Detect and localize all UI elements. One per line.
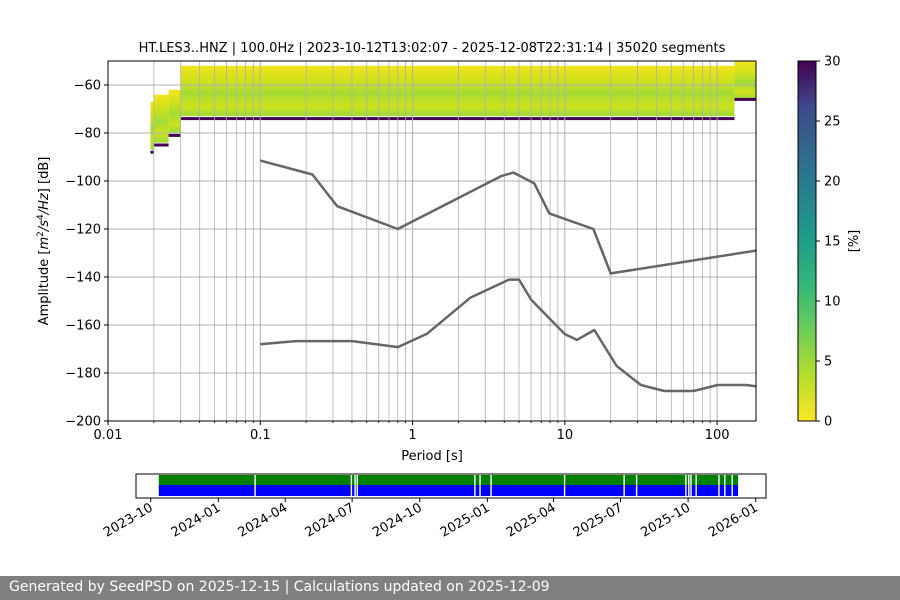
timeline-tick-label: 2025-07 — [571, 500, 626, 540]
timeline-gap — [354, 475, 356, 497]
timeline-ticks: 2023-10 2024-01 2024-04 2024-07 2024-10 2025-… — [101, 498, 761, 541]
timeline-gap — [690, 475, 692, 497]
timeline-gap — [623, 475, 625, 497]
chart-title: HT.LES3..HNZ | 100.0Hz | 2023-10-12T13:0… — [139, 41, 726, 56]
timeline-gap — [350, 475, 353, 497]
timeline-gap — [490, 475, 492, 497]
timeline-gap — [356, 475, 358, 497]
timeline-gap — [731, 475, 733, 497]
y-tick-label: −160 — [65, 319, 101, 334]
y-tick-label: −140 — [65, 271, 101, 286]
y-axis-ticks: −60 −80 −100 −120 −140 −160 −180 −200 — [65, 79, 108, 430]
x-tick-label: 0.1 — [250, 428, 271, 443]
colorbar: 0 5 10 15 20 25 30 [%] — [797, 55, 862, 430]
timeline-tick-label: 2024-04 — [236, 500, 291, 540]
psd-density-edge — [153, 143, 169, 147]
noise-model-layer — [259, 159, 756, 393]
data-availability-timeline: 2023-10 2024-01 2024-04 2024-07 2024-10 2025-… — [101, 473, 767, 541]
psd-density-edge — [168, 133, 181, 137]
colorbar-tick-label: 25 — [824, 115, 841, 130]
timeline-tick-label: 2023-10 — [101, 500, 156, 540]
timeline-bars — [158, 475, 739, 496]
psd-density-edge — [180, 117, 735, 121]
psd-density-edge — [734, 97, 756, 101]
x-tick-label: 100 — [705, 428, 730, 443]
timeline-tick-label: 2025-10 — [639, 500, 694, 540]
timeline-tick-label: 2026-01 — [706, 500, 761, 540]
psd-density-band — [180, 65, 735, 117]
y-tick-label: −180 — [65, 367, 101, 382]
footer-text: Generated by SeedPSD on 2025-12-15 | Cal… — [9, 579, 550, 595]
timeline-gap — [479, 475, 481, 497]
y-tick-label: −80 — [74, 127, 101, 142]
x-tick-label: 0.01 — [94, 428, 123, 443]
timeline-tick-label: 2025-01 — [438, 500, 493, 540]
colorbar-label: [%] — [847, 230, 862, 253]
colorbar-tick-label: 10 — [824, 295, 841, 310]
timeline-gap — [718, 475, 720, 497]
timeline-tick-label: 2024-10 — [370, 500, 425, 540]
plot-background — [108, 61, 756, 421]
colorbar-tick-label: 0 — [824, 415, 832, 430]
colorbar-tick-label: 20 — [824, 175, 841, 190]
psd-figure: 0.01 0.1 1 10 100 −60−80−100−120−140−160−180… — [36, 41, 862, 541]
psd-density-band — [150, 101, 154, 150]
y-tick-label: −100 — [65, 175, 101, 190]
x-axis-label: Period [s] — [401, 449, 463, 464]
timeline-gap — [688, 475, 690, 497]
timeline-gap — [474, 475, 476, 497]
colorbar-strip — [797, 60, 817, 422]
colorbar-tick-label: 5 — [824, 355, 832, 370]
timeline-frame — [135, 473, 767, 499]
timeline-tick-label: 2024-07 — [303, 500, 358, 540]
grid-layer — [108, 61, 756, 421]
timeline-gap — [724, 475, 726, 497]
y-tick-label: −200 — [65, 415, 101, 430]
timeline-gaps — [254, 475, 733, 497]
psd-density-band — [153, 94, 169, 143]
timeline-tick-label: 2024-01 — [169, 500, 224, 540]
y-tick-label: −60 — [74, 79, 101, 94]
x-tick-label: 1 — [408, 428, 416, 443]
colorbar-tick-label: 15 — [824, 235, 841, 250]
timeline-gap — [254, 475, 256, 497]
timeline-gap — [695, 475, 697, 497]
psd-plot-area: 0.01 0.1 1 10 100 −60 −80 −100 −120 −140 −160 −180… — [65, 60, 757, 443]
timeline-tick-label: 2025-04 — [504, 500, 559, 540]
psd-density-layer — [150, 61, 756, 154]
x-axis-ticks: 0.01 0.1 1 10 100 — [94, 421, 730, 443]
psd-density-edge — [150, 150, 154, 154]
y-tick-label: −120 — [65, 223, 101, 238]
x-tick-label: 10 — [557, 428, 574, 443]
y-axis-label: Amplitude [m2/s4/Hz] [dB] — [36, 157, 52, 326]
timeline-gap — [563, 475, 566, 497]
timeline-bar — [158, 485, 739, 496]
low-noise-model-line — [260, 278, 756, 393]
plot-frame — [107, 60, 757, 422]
timeline-gap — [685, 475, 687, 497]
timeline-gap — [635, 475, 638, 497]
psd-density-band — [734, 61, 756, 100]
colorbar-ticks: 0 5 10 15 20 25 30 — [816, 55, 841, 430]
colorbar-tick-label: 30 — [824, 55, 841, 70]
footer-bar: Generated by SeedPSD on 2025-12-15 | Cal… — [0, 576, 900, 600]
timeline-bar — [158, 475, 739, 485]
high-noise-model-line — [259, 159, 756, 275]
psd-density-band — [168, 89, 181, 133]
